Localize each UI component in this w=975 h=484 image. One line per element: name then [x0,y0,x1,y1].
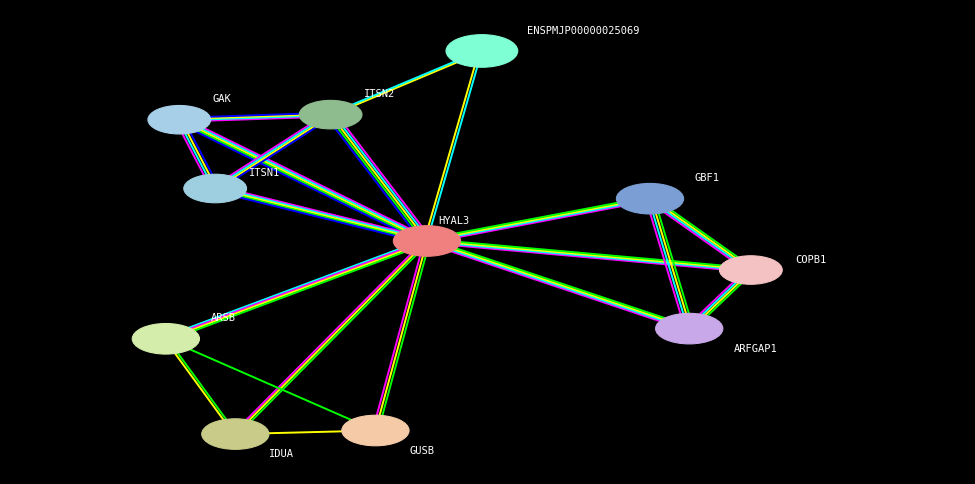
Text: HYAL3: HYAL3 [438,215,469,226]
Circle shape [133,323,200,354]
Circle shape [655,313,722,344]
Text: ARFGAP1: ARFGAP1 [734,344,778,354]
Text: GBF1: GBF1 [695,173,720,183]
Circle shape [148,106,211,134]
Circle shape [299,100,362,129]
Text: COPB1: COPB1 [796,255,827,265]
Text: GUSB: GUSB [410,446,434,456]
Text: GAK: GAK [213,94,232,105]
Circle shape [446,35,518,67]
Circle shape [184,174,247,203]
Text: ENSPMJP00000025069: ENSPMJP00000025069 [526,26,640,35]
Circle shape [616,183,683,214]
Circle shape [720,256,782,284]
Text: ITSN2: ITSN2 [365,89,396,99]
Text: ARSB: ARSB [211,314,236,323]
Circle shape [202,419,269,449]
Circle shape [393,226,460,256]
Text: IDUA: IDUA [269,450,294,459]
Circle shape [342,415,410,446]
Text: ITSN1: ITSN1 [249,168,280,178]
